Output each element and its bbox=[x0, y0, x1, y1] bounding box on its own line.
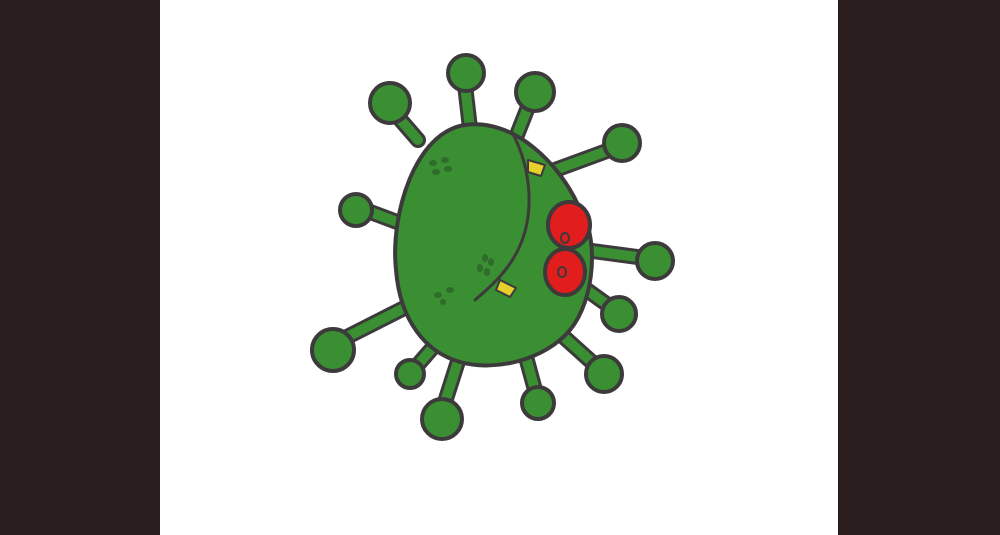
spots-upper bbox=[429, 157, 452, 175]
spike-top bbox=[446, 53, 486, 136]
spike-bottom-center bbox=[420, 347, 468, 441]
tooth-lower bbox=[495, 279, 517, 298]
illustration-canvas bbox=[160, 0, 838, 535]
tooth-upper bbox=[527, 159, 546, 177]
virus-illustration bbox=[310, 53, 675, 441]
spike-right-upper bbox=[547, 123, 642, 178]
spike-left bbox=[338, 192, 413, 233]
spike-bottom-left-small bbox=[394, 337, 443, 390]
spots-middle bbox=[477, 254, 494, 276]
letterbox-left bbox=[0, 0, 160, 535]
spike-top-right bbox=[507, 71, 556, 148]
spots-lower bbox=[434, 287, 454, 305]
spike-right bbox=[577, 241, 675, 281]
eye-upper bbox=[546, 200, 592, 250]
virus-icon bbox=[310, 53, 675, 441]
eye-lower bbox=[543, 247, 587, 297]
body-contour-line bbox=[473, 130, 531, 302]
spike-top-left bbox=[368, 81, 426, 148]
virus-body bbox=[393, 122, 594, 368]
letterbox-right bbox=[838, 0, 1000, 535]
